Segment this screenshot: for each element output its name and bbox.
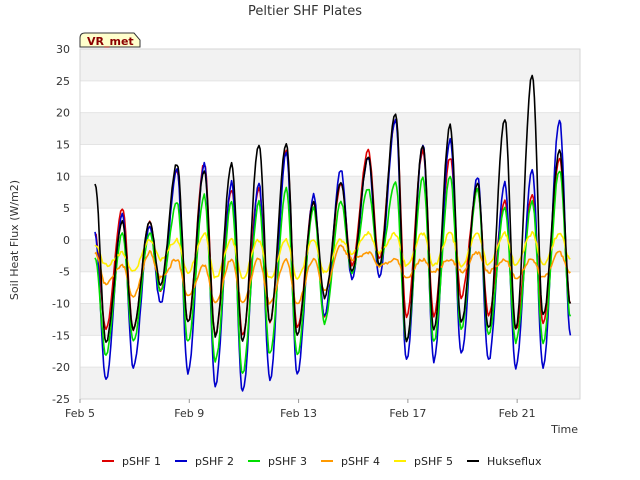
legend-label: pSHF 5	[414, 455, 453, 468]
y-tick-label: -10	[52, 298, 70, 311]
badge-label: VR_met	[87, 35, 134, 48]
grid-band	[80, 303, 580, 336]
y-tick-label: -25	[52, 393, 70, 406]
y-axis-label: Soil Heat Flux (W/m2)	[8, 180, 21, 300]
legend-label: pSHF 3	[268, 455, 307, 468]
y-tick-label: 25	[56, 75, 70, 88]
y-tick-label: 15	[56, 138, 70, 151]
legend-label: pSHF 1	[122, 455, 161, 468]
x-tick-label: Feb 5	[65, 407, 95, 420]
legend: pSHF 1 pSHF 2 pSHF 3 pSHF 4 pSHF 5 Hukseflux	[102, 455, 542, 468]
y-tick-label: 5	[63, 202, 70, 215]
grid-bands	[80, 49, 580, 399]
series-layer	[94, 74, 572, 392]
legend-label: pSHF 4	[341, 455, 380, 468]
chart-title: Peltier SHF Plates	[248, 4, 362, 19]
grid-band	[80, 176, 580, 209]
station-badge: VR_met	[79, 32, 141, 48]
y-tick-label: 30	[56, 43, 70, 56]
grid-band	[80, 49, 580, 81]
y-axis-ticks: -25 -20 -15 -10 -5 0 5 10 15 20 25 30	[52, 43, 70, 406]
series-line-pshf-4	[94, 244, 571, 305]
grid-band	[80, 112, 580, 145]
y-tick-label: -5	[59, 266, 70, 279]
x-tick-label: Feb 9	[174, 407, 204, 420]
y-tick-label: 10	[56, 170, 70, 183]
y-tick-label: 0	[63, 234, 70, 247]
y-tick-label: 20	[56, 107, 70, 120]
x-axis-label: Time	[550, 423, 578, 436]
badge-shape	[79, 32, 141, 48]
y-tick-label: -20	[52, 361, 70, 374]
legend-label: pSHF 2	[195, 455, 234, 468]
plot-frame	[79, 48, 581, 400]
grid-band	[80, 367, 580, 399]
series-line-pshf-3	[94, 170, 572, 374]
series-line-pshf-5	[94, 230, 571, 280]
series-line-hukseflux	[94, 74, 572, 344]
legend-label: Hukseflux	[487, 455, 542, 468]
x-axis-ticks: Feb 5 Feb 9 Feb 13 Feb 17 Feb 21	[65, 399, 536, 420]
x-tick-label: Feb 17	[389, 407, 426, 420]
y-tick-label: -15	[52, 329, 70, 342]
x-tick-label: Feb 13	[280, 407, 317, 420]
x-tick-label: Feb 21	[499, 407, 536, 420]
